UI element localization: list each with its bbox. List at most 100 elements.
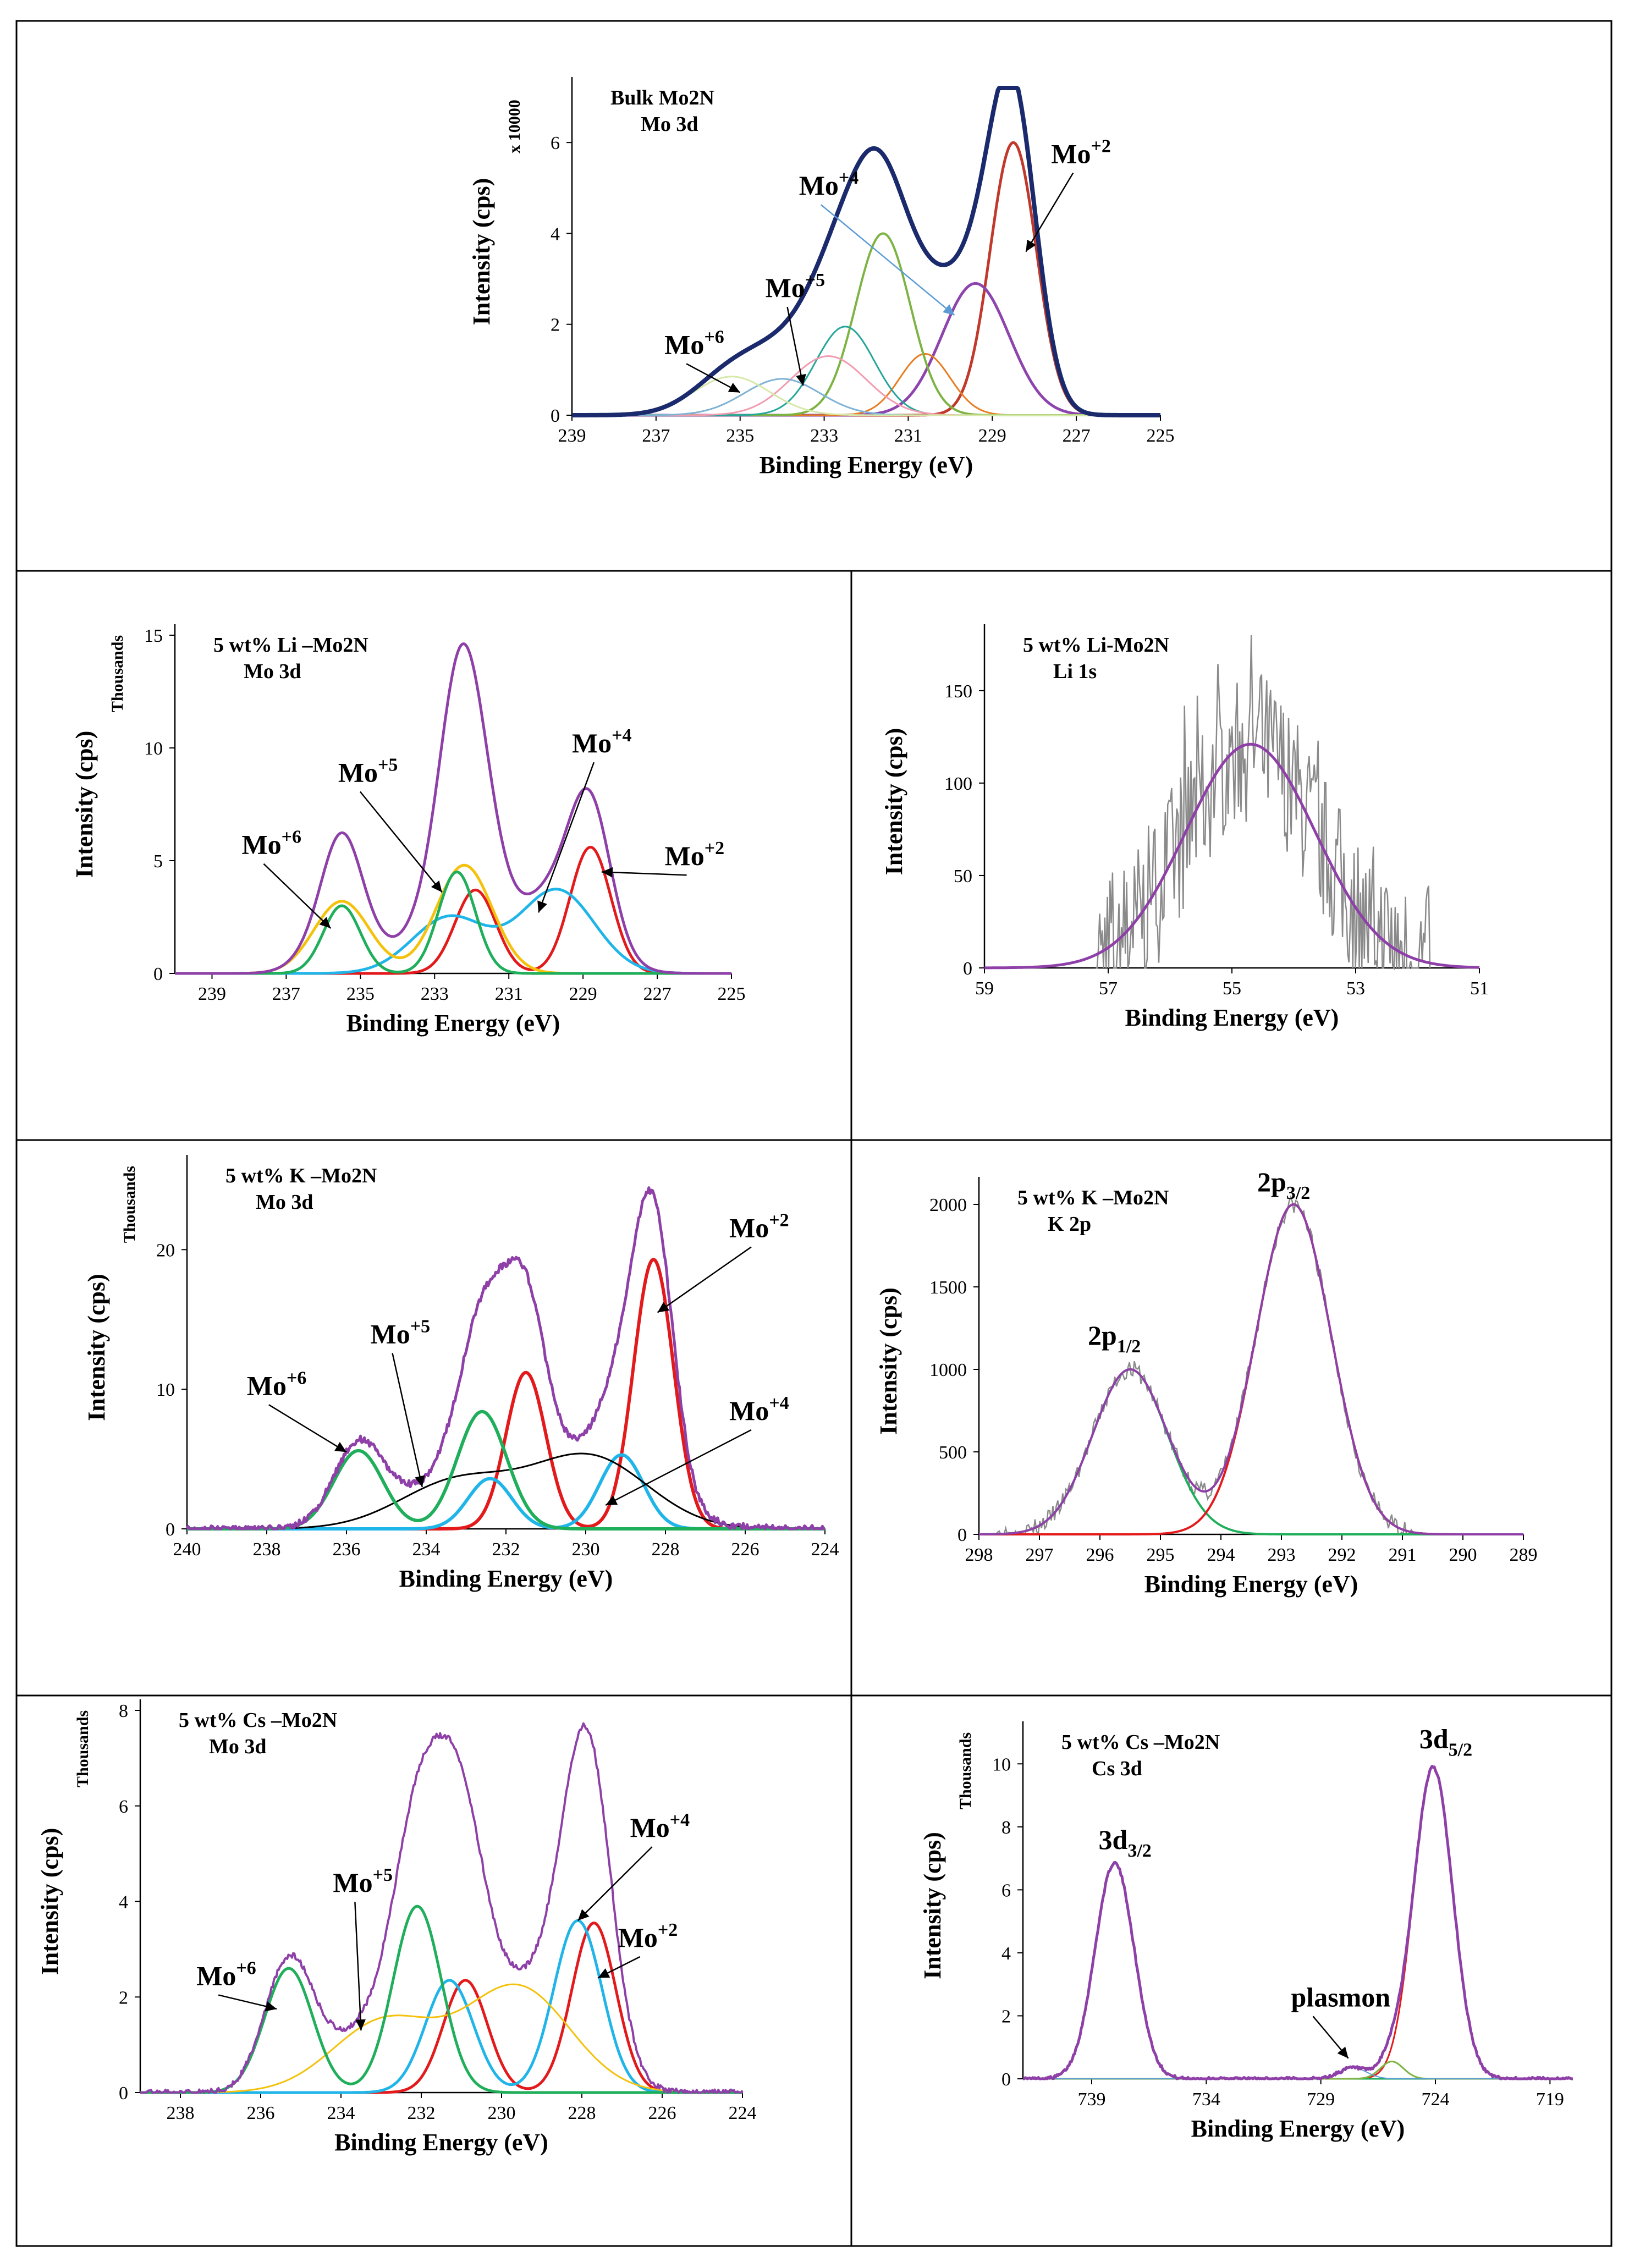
y-axis-label: Intensity (cps) xyxy=(875,1287,902,1435)
component-line xyxy=(1023,2061,1573,2080)
arrow-head xyxy=(431,880,442,893)
peak-label: 2p1/2 xyxy=(1088,1320,1141,1357)
component-line xyxy=(1023,1766,1573,2080)
component-line xyxy=(979,1203,1523,1535)
label-arrow xyxy=(657,1246,752,1313)
y-tick-label: 0 xyxy=(166,1520,175,1540)
peak-label: Mo+6 xyxy=(241,827,301,860)
x-tick-label: 227 xyxy=(643,984,672,1004)
arrow-head xyxy=(537,900,547,913)
component-line xyxy=(140,1919,743,2094)
y-axis-label: Intensity (cps) xyxy=(71,731,98,878)
panel-annotation: 5 wt% Cs –Mo2N xyxy=(1061,1731,1220,1754)
peak-label: Mo+4 xyxy=(572,725,632,758)
peak-label: Mo+2 xyxy=(1051,136,1111,169)
x-tick-label: 239 xyxy=(558,426,586,446)
peak-label: 2p3/2 xyxy=(1257,1166,1310,1203)
chart-k-mo3d: 240 238 236 234 232 230 228 226 224 0 10 20 Binding … xyxy=(83,1155,839,1592)
label-arrow xyxy=(392,1353,423,1488)
x-tick-label: 225 xyxy=(718,984,746,1004)
x-tick-label: 225 xyxy=(1147,426,1175,446)
x-tick-label: 734 xyxy=(1192,2089,1220,2110)
peak-label: Mo+2 xyxy=(729,1210,789,1243)
arrow-head xyxy=(265,2001,277,2012)
chart-li-mo3d: 239 237 235 233 231 229 227 225 0 5 10 15 Binding En… xyxy=(71,624,746,1037)
y-tick-label: 500 xyxy=(939,1443,967,1463)
x-tick-label: 231 xyxy=(894,426,922,446)
chart-cs-3d: 739 734 729 724 719 0 2 4 6 8 10 Binding Energy (eV… xyxy=(919,1721,1573,2142)
peak-label: Mo+2 xyxy=(618,1920,678,1953)
y-tick-label: 1000 xyxy=(929,1360,967,1380)
component-line xyxy=(984,742,1480,970)
x-tick-label: 298 xyxy=(965,1545,993,1565)
y-tick-label: 4 xyxy=(1001,1944,1011,1964)
arrow-head xyxy=(601,867,613,878)
y-axis-label: Intensity (cps) xyxy=(880,728,907,876)
arrow-head xyxy=(1026,239,1036,252)
x-tick-label: 237 xyxy=(642,426,670,446)
component-line xyxy=(174,845,732,975)
component-line xyxy=(1023,1862,1573,2080)
x-axis-label: Binding Energy (eV) xyxy=(399,1565,613,1592)
peak-label: Mo+6 xyxy=(247,1368,307,1401)
x-tick-label: 295 xyxy=(1147,1545,1175,1565)
x-tick-label: 236 xyxy=(247,2103,275,2123)
arrow-head xyxy=(577,1909,590,1921)
x-tick-label: 233 xyxy=(810,426,838,446)
x-tick-label: 59 xyxy=(975,978,994,999)
component-line xyxy=(174,888,732,975)
x-tick-label: 51 xyxy=(1470,978,1489,999)
y-tick-label: 4 xyxy=(119,1892,128,1913)
panel-annotation: 5 wt% Cs –Mo2N xyxy=(179,1709,337,1732)
x-axis-label: Binding Energy (eV) xyxy=(1144,1571,1358,1598)
x-tick-label: 226 xyxy=(731,1539,760,1560)
y-multiplier-label: Thousands xyxy=(120,1166,139,1243)
panel-annotation: Mo 3d xyxy=(256,1191,313,1214)
x-tick-label: 291 xyxy=(1389,1545,1417,1565)
peak-label: Mo+5 xyxy=(333,1865,393,1898)
y-tick-label: 0 xyxy=(551,406,560,426)
arrow-head xyxy=(334,1442,346,1452)
x-tick-label: 229 xyxy=(978,426,1006,446)
y-tick-label: 10 xyxy=(144,739,163,759)
label-arrow xyxy=(359,791,443,893)
arrow-head xyxy=(943,304,955,316)
x-tick-label: 297 xyxy=(1026,1545,1054,1565)
label-arrow xyxy=(1025,172,1074,252)
component-line xyxy=(140,1983,742,2094)
component-line xyxy=(174,871,732,975)
peak-label: Mo+2 xyxy=(665,838,725,871)
x-tick-label: 228 xyxy=(652,1539,680,1560)
component-line xyxy=(571,141,1161,417)
peak-label: Mo+5 xyxy=(371,1316,431,1349)
arrow-head xyxy=(728,383,740,393)
x-axis-label: Binding Energy (eV) xyxy=(760,452,973,478)
component-line xyxy=(572,232,1160,416)
y-tick-label: 8 xyxy=(119,1701,128,1721)
y-tick-label: 0 xyxy=(957,1525,967,1545)
x-tick-label: 729 xyxy=(1307,2089,1335,2110)
arrow-head xyxy=(355,2019,366,2031)
x-tick-label: 724 xyxy=(1422,2089,1450,2110)
y-tick-label: 6 xyxy=(1001,1880,1011,1901)
y-tick-label: 0 xyxy=(153,964,163,984)
chart-cs-mo3d: 238 236 234 232 230 228 226 224 0 2 4 6 8 Binding Ene… xyxy=(36,1699,757,2156)
y-multiplier-label: Thousands xyxy=(74,1710,92,1787)
peak-label: Mo+4 xyxy=(729,1393,789,1426)
y-axis-label: Intensity (cps) xyxy=(36,1828,63,1975)
peak-label: Mo+5 xyxy=(766,270,825,303)
chart-li-1s: 59 57 55 53 51 0 50 100 150 Binding Energy (eV) In… xyxy=(880,624,1489,1031)
label-arrow xyxy=(601,871,687,876)
arrow-head xyxy=(1337,2046,1349,2058)
x-tick-label: 292 xyxy=(1328,1545,1356,1565)
x-tick-label: 238 xyxy=(253,1539,281,1560)
envelope-line xyxy=(1022,1765,1573,2080)
arrow-head xyxy=(319,917,331,928)
panel-annotation: Mo 3d xyxy=(244,660,301,683)
component-line xyxy=(571,282,1161,417)
y-tick-label: 150 xyxy=(944,681,972,702)
y-axis-label: Intensity (cps) xyxy=(83,1274,110,1421)
y-axis-label: Intensity (cps) xyxy=(919,1832,946,1979)
x-tick-label: 53 xyxy=(1346,978,1365,999)
panel-annotation: Mo 3d xyxy=(641,113,698,136)
